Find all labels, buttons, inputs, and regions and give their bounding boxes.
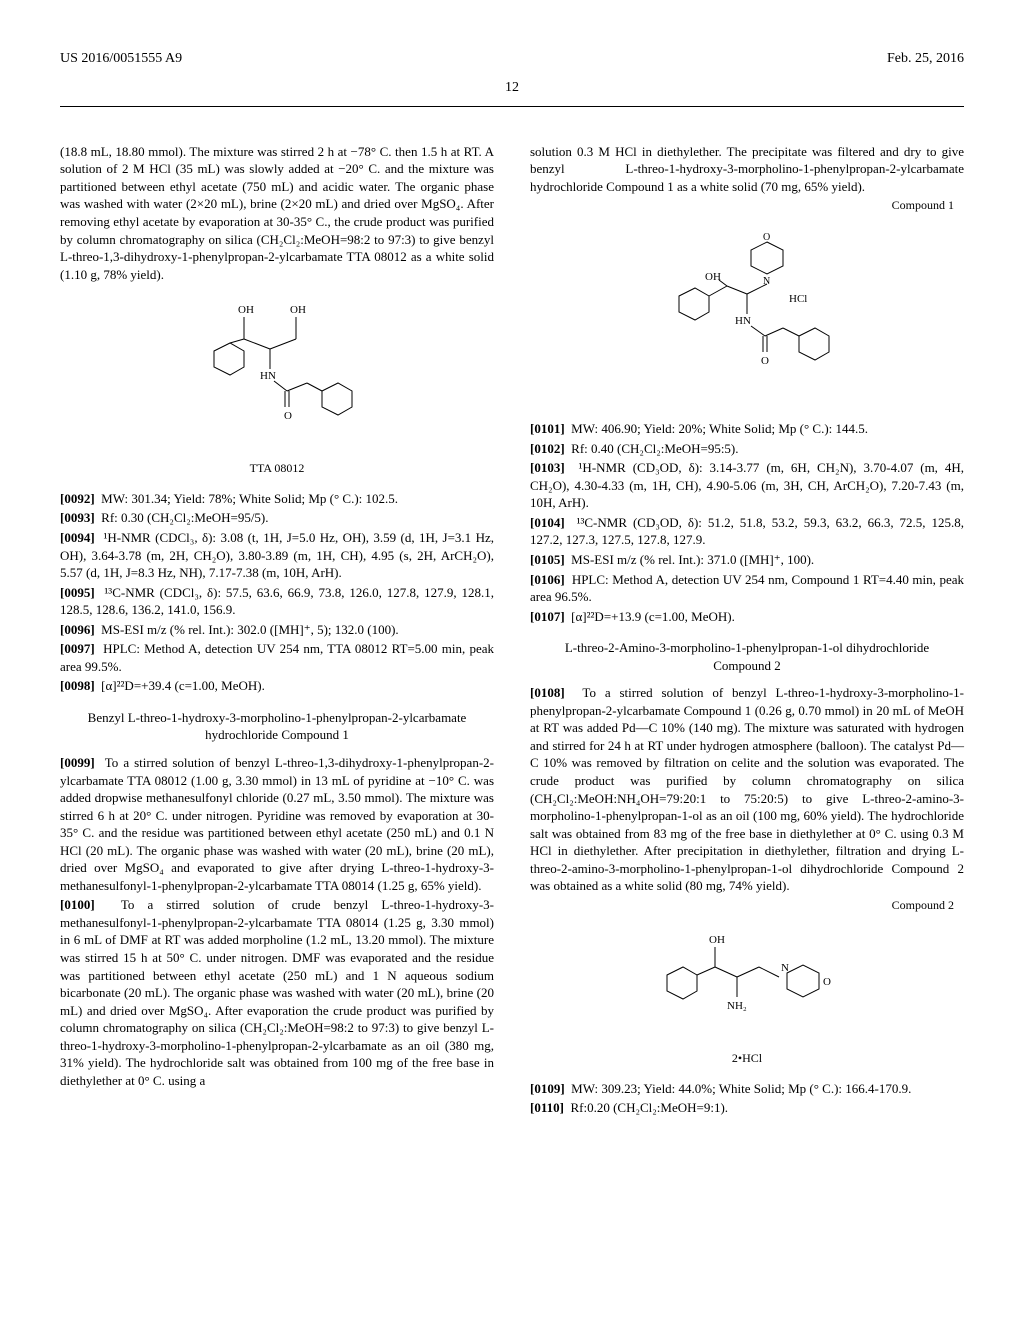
para-0094: [0094] ¹H-NMR (CDCl₃, δ): 3.08 (t, 1H, J… [60, 529, 494, 582]
para-text: MS-ESI m/z (% rel. Int.): 371.0 ([MH]⁺, … [571, 552, 814, 567]
right-column: solution 0.3 M HCl in diethylether. The … [530, 143, 964, 1119]
para-0109: [0109] MW: 309.23; Yield: 44.0%; White S… [530, 1080, 964, 1098]
para-num: [0101] [530, 421, 565, 436]
para-num: [0092] [60, 491, 95, 506]
para-0101: [0101] MW: 406.90; Yield: 20%; White Sol… [530, 420, 964, 438]
para-num: [0099] [60, 755, 95, 770]
header-rule [60, 106, 964, 107]
svg-text:HCl: HCl [789, 293, 807, 305]
svg-text:OH: OH [705, 271, 721, 283]
para-num: [0105] [530, 552, 565, 567]
compound2-label: Compound 2 [530, 897, 954, 913]
para-num: [0104] [530, 515, 565, 530]
svg-text:O: O [284, 410, 292, 422]
para-text: [α]²²D=+13.9 (c=1.00, MeOH). [571, 609, 735, 624]
para-0098: [0098] [α]²²D=+39.4 (c=1.00, MeOH). [60, 677, 494, 695]
para-text: To a stirred solution of crude benzyl L-… [60, 897, 494, 1087]
para-text: Rf: 0.40 (CH₂Cl₂:MeOH=95:5). [571, 441, 738, 456]
chemical-structure-compound1: O N OH HN O [530, 232, 964, 407]
para-num: [0096] [60, 622, 95, 637]
svg-text:HN: HN [735, 315, 751, 327]
para-text: Rf: 0.30 (CH₂Cl₂:MeOH=95/5). [101, 510, 268, 525]
para-0110: [0110] Rf:0.20 (CH₂Cl₂:MeOH=9:1). [530, 1099, 964, 1117]
page-number: 12 [60, 79, 964, 98]
left-column: (18.8 mL, 18.80 mmol). The mixture was s… [60, 143, 494, 1119]
para-text: ¹³C-NMR (CDCl₃, δ): 57.5, 63.6, 66.9, 73… [60, 585, 494, 618]
para-0102: [0102] Rf: 0.40 (CH₂Cl₂:MeOH=95:5). [530, 440, 964, 458]
para-text: To a stirred solution of benzyl L-threo-… [60, 755, 494, 893]
svg-text:NH₂: NH₂ [727, 1000, 747, 1012]
para-0099: [0099] To a stirred solution of benzyl L… [60, 754, 494, 894]
para-0093: [0093] Rf: 0.30 (CH₂Cl₂:MeOH=95/5). [60, 509, 494, 527]
svg-text:O: O [763, 232, 770, 243]
structure-caption: TTA 08012 [60, 460, 494, 476]
svg-text:OH: OH [238, 304, 254, 316]
section-title-compound2: L-threo-2-Amino-3-morpholino-1-phenylpro… [550, 639, 944, 674]
two-column-layout: (18.8 mL, 18.80 mmol). The mixture was s… [60, 143, 964, 1119]
svg-text:O: O [823, 976, 831, 988]
para-0107: [0107] [α]²²D=+13.9 (c=1.00, MeOH). [530, 608, 964, 626]
para-text: [α]²²D=+39.4 (c=1.00, MeOH). [101, 678, 265, 693]
para-num: [0110] [530, 1100, 564, 1115]
para-num: [0093] [60, 510, 95, 525]
para-text: MW: 309.23; Yield: 44.0%; White Solid; M… [571, 1081, 911, 1096]
para-text: ¹³C-NMR (CD₃OD, δ): 51.2, 51.8, 53.2, 59… [530, 515, 964, 548]
para-0105: [0105] MS-ESI m/z (% rel. Int.): 371.0 (… [530, 551, 964, 569]
para-text: ¹H-NMR (CDCl₃, δ): 3.08 (t, 1H, J=5.0 Hz… [60, 530, 494, 580]
para-0104: [0104] ¹³C-NMR (CD₃OD, δ): 51.2, 51.8, 5… [530, 514, 964, 549]
chemical-structure-tta08012: OH OH HN O [60, 301, 494, 476]
para-num: [0100] [60, 897, 95, 912]
svg-text:OH: OH [290, 304, 306, 316]
para-text: MS-ESI m/z (% rel. Int.): 302.0 ([MH]⁺, … [101, 622, 399, 637]
svg-text:HN: HN [260, 370, 276, 382]
para-num: [0094] [60, 530, 95, 545]
para-text: MW: 301.34; Yield: 78%; White Solid; Mp … [101, 491, 398, 506]
svg-text:O: O [761, 355, 769, 367]
para-num: [0097] [60, 641, 95, 656]
para-num: [0109] [530, 1081, 565, 1096]
para-text: ¹H-NMR (CD₃OD, δ): 3.14-3.77 (m, 6H, CH₂… [530, 460, 964, 510]
para-0095: [0095] ¹³C-NMR (CDCl₃, δ): 57.5, 63.6, 6… [60, 584, 494, 619]
para-num: [0107] [530, 609, 565, 624]
doc-number: US 2016/0051555 A9 [60, 50, 182, 69]
para-0103: [0103] ¹H-NMR (CD₃OD, δ): 3.14-3.77 (m, … [530, 459, 964, 512]
doc-date: Feb. 25, 2016 [887, 50, 964, 69]
body-text: (18.8 mL, 18.80 mmol). The mixture was s… [60, 143, 494, 283]
salt-label: 2•HCl [530, 1050, 964, 1066]
para-text: MW: 406.90; Yield: 20%; White Solid; Mp … [571, 421, 868, 436]
para-num: [0103] [530, 460, 565, 475]
para-num: [0106] [530, 572, 565, 587]
section-title-compound1: Benzyl L-threo-1-hydroxy-3-morpholino-1-… [80, 709, 474, 744]
svg-text:OH: OH [709, 934, 725, 946]
para-0100: [0100] To a stirred solution of crude be… [60, 896, 494, 1089]
para-0096: [0096] MS-ESI m/z (% rel. Int.): 302.0 (… [60, 621, 494, 639]
body-text: solution 0.3 M HCl in diethylether. The … [530, 143, 964, 196]
para-text: To a stirred solution of benzyl L-threo-… [530, 685, 964, 893]
compound1-label: Compound 1 [530, 197, 954, 213]
para-0106: [0106] HPLC: Method A, detection UV 254 … [530, 571, 964, 606]
para-text: Rf:0.20 (CH₂Cl₂:MeOH=9:1). [570, 1100, 728, 1115]
para-num: [0108] [530, 685, 565, 700]
para-num: [0102] [530, 441, 565, 456]
para-text: HPLC: Method A, detection UV 254 nm, TTA… [60, 641, 494, 674]
para-text: HPLC: Method A, detection UV 254 nm, Com… [530, 572, 964, 605]
chemical-structure-compound2: OH NH₂ N O 2•HCl [530, 931, 964, 1066]
para-num: [0095] [60, 585, 95, 600]
para-num: [0098] [60, 678, 95, 693]
page-header: US 2016/0051555 A9 Feb. 25, 2016 [60, 50, 964, 69]
para-0097: [0097] HPLC: Method A, detection UV 254 … [60, 640, 494, 675]
para-0092: [0092] MW: 301.34; Yield: 78%; White Sol… [60, 490, 494, 508]
para-0108: [0108] To a stirred solution of benzyl L… [530, 684, 964, 895]
